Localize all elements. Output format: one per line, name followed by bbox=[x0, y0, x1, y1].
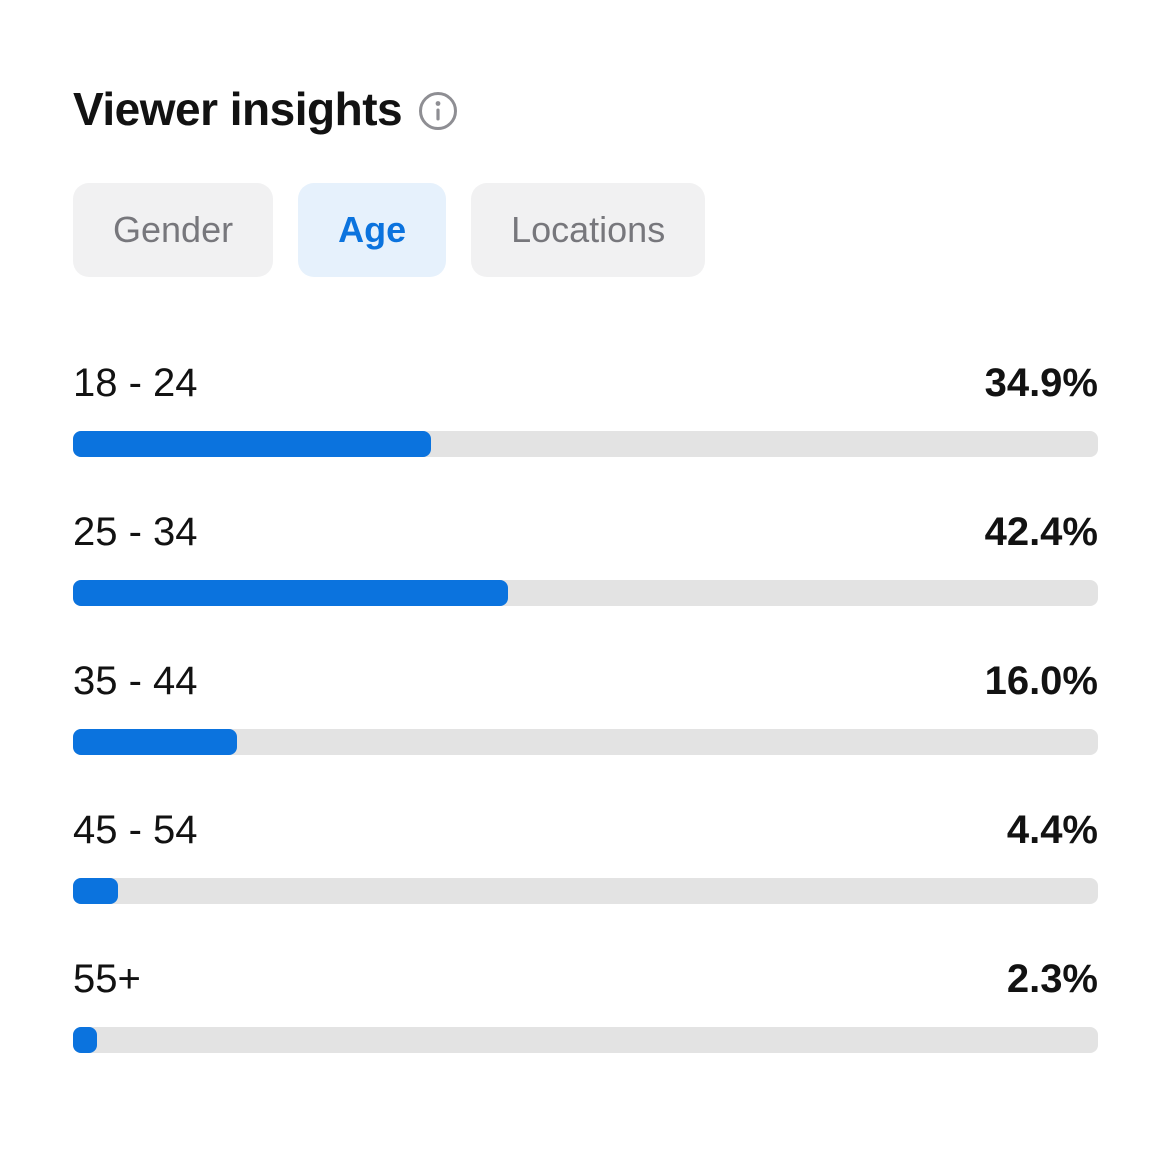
age-bar-row: 45 - 54 4.4% bbox=[73, 808, 1098, 904]
info-icon[interactable] bbox=[418, 91, 458, 131]
age-range-label: 35 - 44 bbox=[73, 658, 198, 703]
age-range-label: 45 - 54 bbox=[73, 807, 198, 852]
tab-age-label: Age bbox=[338, 208, 407, 250]
age-percent-value: 2.3% bbox=[1006, 956, 1098, 1001]
viewer-insights-panel: Viewer insights Gender Age Locations 18 … bbox=[73, 84, 1098, 1053]
age-percent-value: 34.9% bbox=[984, 360, 1098, 405]
tab-gender-label: Gender bbox=[113, 208, 234, 250]
bar-track bbox=[73, 877, 1098, 904]
bar-fill bbox=[73, 430, 431, 457]
bar-track bbox=[73, 728, 1098, 755]
tab-gender[interactable]: Gender bbox=[73, 182, 274, 277]
bar-fill bbox=[73, 728, 237, 755]
tab-locations-label: Locations bbox=[511, 208, 666, 250]
age-percent-value: 4.4% bbox=[1006, 807, 1098, 852]
age-percent-value: 16.0% bbox=[984, 658, 1098, 703]
bar-fill bbox=[73, 579, 508, 606]
bar-fill bbox=[73, 877, 119, 904]
age-bar-row: 55+ 2.3% bbox=[73, 957, 1098, 1053]
tab-locations[interactable]: Locations bbox=[471, 182, 706, 277]
age-bar-row: 18 - 24 34.9% bbox=[73, 361, 1098, 457]
page-title: Viewer insights bbox=[73, 83, 403, 135]
bar-track bbox=[73, 430, 1098, 457]
bar-track bbox=[73, 1026, 1098, 1053]
age-bar-row: 35 - 44 16.0% bbox=[73, 659, 1098, 755]
age-range-label: 55+ bbox=[73, 956, 141, 1001]
tab-age[interactable]: Age bbox=[298, 182, 447, 277]
age-range-label: 25 - 34 bbox=[73, 509, 198, 554]
insight-tabs: Gender Age Locations bbox=[73, 182, 1098, 277]
age-range-label: 18 - 24 bbox=[73, 360, 198, 405]
bar-fill bbox=[73, 1026, 97, 1053]
age-bar-row: 25 - 34 42.4% bbox=[73, 510, 1098, 606]
age-distribution-chart: 18 - 24 34.9% 25 - 34 42.4% 35 - 44 16.0… bbox=[73, 361, 1098, 1053]
age-percent-value: 42.4% bbox=[984, 509, 1098, 554]
bar-track bbox=[73, 579, 1098, 606]
panel-header: Viewer insights bbox=[73, 84, 1098, 135]
